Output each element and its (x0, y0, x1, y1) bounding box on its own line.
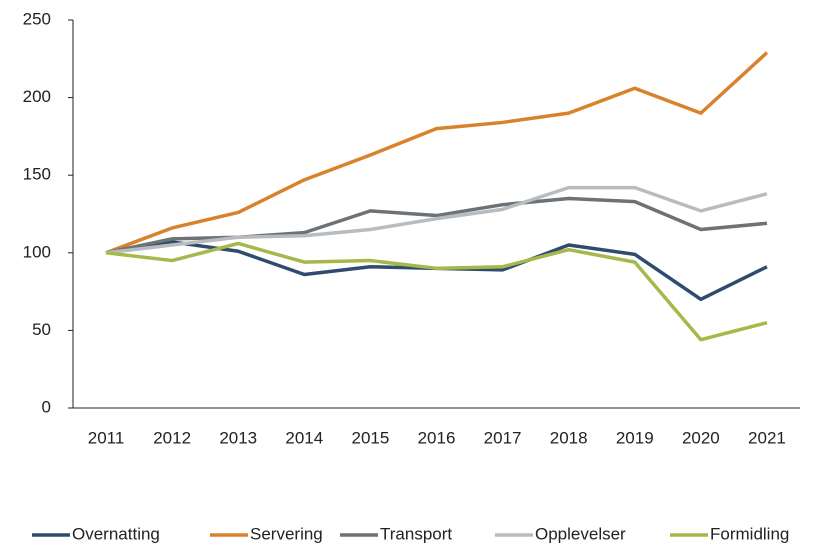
x-tick-label: 2016 (418, 428, 456, 447)
y-tick-label: 150 (23, 165, 51, 184)
x-tick-label: 2013 (219, 428, 257, 447)
x-tick-label: 2020 (682, 428, 720, 447)
legend-label: Overnatting (72, 524, 160, 543)
x-tick-label: 2011 (88, 428, 125, 447)
series-line (105, 196, 768, 255)
x-tick-label: 2017 (484, 428, 522, 447)
series-line (105, 185, 768, 255)
y-tick-label: 200 (23, 87, 51, 106)
y-tick-label: 100 (23, 242, 51, 261)
legend-label: Servering (250, 524, 323, 543)
x-tick-label: 2018 (550, 428, 588, 447)
x-tick-label: 2015 (351, 428, 389, 447)
x-tick-label: 2021 (748, 428, 786, 447)
series-line (105, 241, 768, 342)
y-tick-label: 0 (42, 397, 51, 416)
series-line (105, 51, 769, 255)
x-tick-label: 2019 (616, 428, 654, 447)
legend-label: Formidling (710, 524, 789, 543)
x-tick-label: 2014 (285, 428, 323, 447)
legend-label: Opplevelser (535, 524, 626, 543)
x-tick-label: 2012 (153, 428, 191, 447)
y-tick-label: 50 (32, 320, 51, 339)
y-tick-label: 250 (23, 9, 51, 28)
legend-label: Transport (380, 524, 452, 543)
